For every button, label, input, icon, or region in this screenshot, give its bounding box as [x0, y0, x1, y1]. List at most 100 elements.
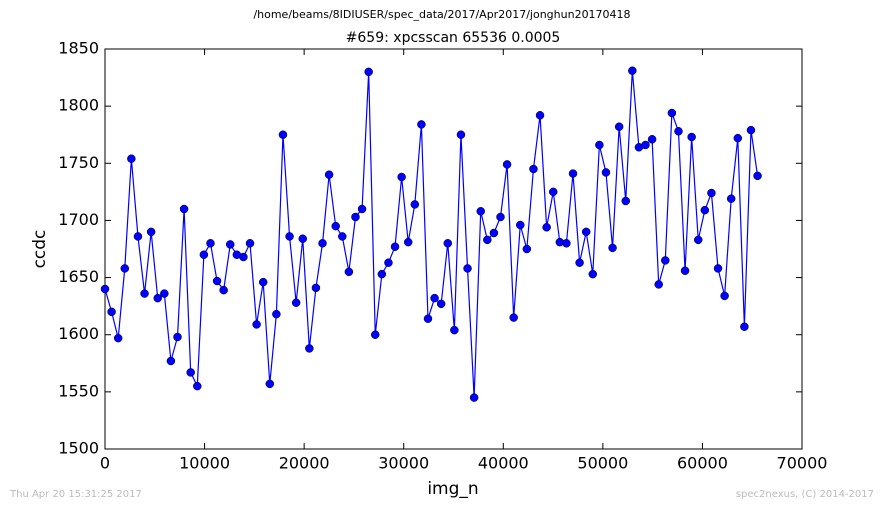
point: [410, 200, 420, 209]
point: [364, 67, 373, 77]
point: [443, 239, 453, 248]
y-tick-label: 1700: [58, 210, 99, 229]
x-tick-label: 20000: [279, 454, 330, 473]
point: [707, 188, 716, 198]
point: [456, 130, 466, 139]
point: [127, 154, 136, 163]
point: [423, 314, 433, 323]
point: [179, 204, 189, 214]
point: [291, 298, 301, 307]
point: [206, 239, 215, 248]
point: [305, 344, 314, 353]
point: [700, 205, 710, 215]
point: [733, 133, 743, 143]
point: [239, 252, 248, 262]
y-tick-label: 1850: [58, 39, 99, 58]
point: [403, 237, 413, 247]
point: [436, 299, 446, 309]
point: [278, 130, 288, 139]
point: [463, 264, 472, 273]
y-tick-label: 1500: [58, 439, 99, 458]
suptitle: /home/beams/8IDIUSER/spec_data/2017/Apr2…: [253, 8, 630, 21]
point: [265, 379, 275, 389]
point: [753, 171, 762, 181]
point: [252, 320, 261, 329]
point: [338, 232, 347, 241]
x-tick-label: 10000: [179, 454, 230, 473]
point: [489, 228, 499, 238]
point: [746, 125, 756, 135]
chart-title: #659: xpcsscan 65536 0.0005: [346, 30, 561, 46]
y-axis-label: ccdc: [30, 230, 50, 269]
point: [595, 140, 604, 150]
point: [740, 322, 749, 331]
plot-frame: [104, 48, 803, 450]
point: [225, 240, 235, 249]
point: [298, 234, 307, 243]
point: [661, 256, 670, 265]
point: [318, 239, 327, 248]
point: [562, 239, 571, 248]
point: [687, 132, 696, 142]
point: [100, 284, 110, 294]
point: [146, 227, 156, 237]
point: [614, 122, 624, 131]
point: [351, 212, 360, 222]
point: [641, 140, 650, 150]
point: [331, 221, 340, 231]
point: [258, 277, 268, 287]
point: [516, 220, 525, 230]
x-tick-label: 60000: [677, 454, 728, 473]
y-tick-label: 1600: [58, 324, 99, 343]
point: [193, 381, 202, 391]
y-tick-label: 1550: [58, 381, 99, 400]
point: [581, 227, 591, 237]
x-tick-label: 30000: [378, 454, 429, 473]
point: [272, 309, 281, 319]
point: [680, 266, 690, 275]
point: [219, 285, 228, 295]
point: [601, 168, 611, 177]
point: [113, 333, 123, 343]
series-line: [104, 70, 759, 398]
point: [502, 160, 512, 169]
point: [344, 267, 354, 277]
point: [548, 187, 558, 197]
point: [542, 223, 551, 232]
point: [621, 196, 630, 206]
point: [140, 289, 149, 298]
point: [568, 169, 578, 178]
point: [397, 172, 406, 182]
point: [371, 330, 380, 339]
y-tick-label: 1750: [58, 153, 99, 172]
point: [390, 242, 400, 251]
y-tick-label: 1800: [58, 96, 99, 115]
point: [476, 207, 485, 216]
point: [120, 264, 130, 273]
point: [726, 194, 736, 203]
point: [628, 66, 637, 75]
point: [357, 204, 367, 214]
point: [133, 232, 143, 241]
x-tick-label: 0: [100, 454, 110, 473]
footer-right: spec2nexus, (C) 2014-2017: [736, 489, 874, 500]
point: [469, 393, 479, 402]
point: [522, 244, 532, 254]
point: [430, 293, 439, 303]
point: [535, 111, 545, 120]
point: [173, 332, 182, 342]
point: [713, 264, 723, 273]
point: [377, 269, 387, 279]
point: [496, 212, 505, 222]
point: [107, 307, 116, 317]
point: [483, 235, 492, 245]
point: [450, 325, 459, 335]
footer-left: Thu Apr 20 15:31:25 2017: [9, 489, 142, 500]
point: [647, 135, 657, 144]
point: [720, 291, 729, 301]
point: [674, 127, 683, 136]
point: [575, 258, 584, 267]
x-tick-label: 70000: [777, 454, 828, 473]
point: [529, 164, 538, 174]
point: [199, 250, 209, 259]
